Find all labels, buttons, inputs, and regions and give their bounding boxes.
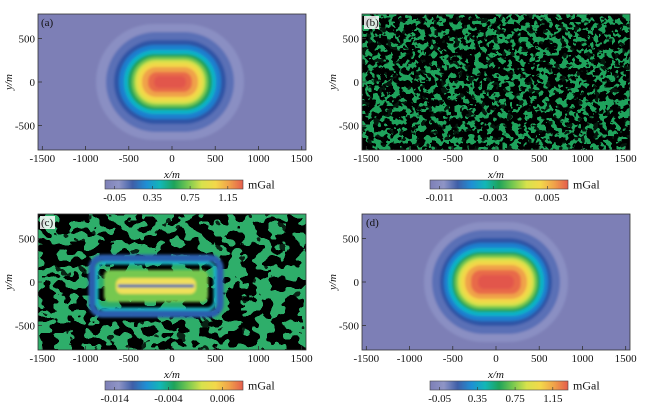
x-tick-label: -500 <box>119 153 140 165</box>
panel-d-colorbar: -0.05 0.35 0.75 1.15 mGal <box>428 379 600 406</box>
y-tick-label: 500 <box>19 33 36 45</box>
x-tick-label: -1500 <box>29 353 55 365</box>
panel-c-rect-outline <box>88 254 224 318</box>
panel-d-yticks: 500 0 -500 <box>339 233 366 333</box>
panel-b-colorbar: -0.011 -0.003 0.005 mGal <box>426 178 601 205</box>
colorbar-unit: mGal <box>248 178 275 192</box>
x-tick-label: 1500 <box>291 153 314 165</box>
colorbar-gradient <box>429 380 569 391</box>
x-tick-label: 1000 <box>247 353 270 365</box>
panel-a-ylabel: y/m <box>3 74 15 91</box>
y-tick-label: 0 <box>30 277 36 289</box>
panel-d: (d) -1500 -1000 -500 0 500 1000 1500 5000-500 … <box>327 213 637 406</box>
panel-a-yticks: 500 0 -500 <box>15 33 42 133</box>
colorbar-tick-label: 0.35 <box>143 192 163 204</box>
x-tick-label: 1500 <box>615 353 638 365</box>
x-tick-label: 500 <box>207 153 224 165</box>
x-tick-label: -1500 <box>29 153 55 165</box>
x-tick-label: 0 <box>169 153 175 165</box>
panel-a-xticks: -1500 -1000 -500 0 500 1000 1500 <box>29 146 313 165</box>
x-tick-label: -500 <box>443 153 464 165</box>
x-tick-label: 1500 <box>615 153 638 165</box>
y-tick-label: -500 <box>15 321 36 333</box>
colorbar-tick-label: -0.05 <box>103 192 126 204</box>
panel-b-ylabel: y/m <box>327 74 339 91</box>
y-tick-label: 500 <box>343 233 360 245</box>
panel-c-colorbar: -0.014 -0.004 0.006 mGal <box>100 379 275 406</box>
panel-d-heatmap <box>362 214 630 350</box>
x-tick-label: 1000 <box>571 153 594 165</box>
panel-a-label: (a) <box>41 17 54 29</box>
panel-a: (a) -1500 -1000 -500 0 500 1000 1500 5000-500 … <box>3 13 313 205</box>
x-tick-label: 1500 <box>291 353 314 365</box>
x-tick-label: -500 <box>443 353 464 365</box>
panel-a-heatmap <box>38 14 306 150</box>
x-tick-label: 0 <box>493 353 499 365</box>
x-tick-label: -1000 <box>397 353 423 365</box>
x-tick-label: -500 <box>119 353 140 365</box>
y-tick-label: 0 <box>354 277 360 289</box>
colorbar-unit: mGal <box>573 379 600 393</box>
colorbar-gradient <box>429 179 569 190</box>
x-tick-label: 500 <box>207 353 224 365</box>
y-tick-label: 500 <box>343 33 360 45</box>
colorbar-tick-label: 0.75 <box>180 192 200 204</box>
panel-b-xlabel: x/m <box>487 169 504 181</box>
y-tick-label: 500 <box>19 233 36 245</box>
panel-c-yticks: 500 0 -500 <box>15 233 42 333</box>
panel-d-label: (d) <box>366 217 379 229</box>
panel-b-heatmap <box>362 14 630 150</box>
panel-a-colorbar: -0.05 0.35 0.75 1.15 mGal <box>103 178 275 205</box>
x-tick-label: 500 <box>531 353 548 365</box>
x-tick-label: 500 <box>531 153 548 165</box>
panel-d-xlabel: x/m <box>487 369 504 381</box>
colorbar-unit: mGal <box>248 379 275 393</box>
y-tick-label: -500 <box>339 321 360 333</box>
panel-c-xlabel: x/m <box>163 369 180 381</box>
colorbar-tick-label: -0.014 <box>100 393 129 405</box>
colorbar-tick-label: -0.05 <box>428 393 451 405</box>
panel-c: (c) -1500 -1000 -500 0 500 1000 1500 5000-500 … <box>3 213 313 406</box>
colorbar-tick-label: -0.003 <box>479 192 508 204</box>
panel-d-xticks: -1500 -1000 -500 0 500 1000 1500 <box>353 346 637 365</box>
colorbar-tick-label: 0.75 <box>505 393 525 405</box>
x-tick-label: -1500 <box>353 353 379 365</box>
colorbar-gradient <box>104 179 244 190</box>
colorbar-tick-label: -0.004 <box>154 393 183 405</box>
colorbar-tick-label: 0.006 <box>210 393 235 405</box>
colorbar-tick-label: 1.15 <box>218 192 238 204</box>
x-tick-label: -1000 <box>73 153 99 165</box>
y-tick-label: 0 <box>30 77 36 89</box>
y-tick-label: -500 <box>15 121 36 133</box>
panel-b: (b) -1500 -1000 -500 0 500 1000 1500 5000-500 … <box>327 13 637 205</box>
panel-d-anomaly <box>424 222 568 342</box>
panel-b-label: (b) <box>366 17 379 29</box>
y-tick-label: 0 <box>354 77 360 89</box>
y-tick-label: -500 <box>339 121 360 133</box>
panel-a-xlabel: x/m <box>163 169 180 181</box>
panel-b-yticks: 500 0 -500 <box>339 33 366 133</box>
panel-d-ylabel: y/m <box>327 274 339 291</box>
colorbar-tick-label: 1.15 <box>543 393 563 405</box>
panel-c-label: (c) <box>41 217 54 229</box>
panel-b-xticks: -1500 -1000 -500 0 500 1000 1500 <box>353 146 637 165</box>
colorbar-tick-label: -0.011 <box>426 192 454 204</box>
panel-c-xticks: -1500 -1000 -500 0 500 1000 1500 <box>29 346 313 365</box>
x-tick-label: 0 <box>169 353 175 365</box>
x-tick-label: 1000 <box>571 353 594 365</box>
panel-c-heatmap <box>38 214 306 350</box>
x-tick-label: -1500 <box>353 153 379 165</box>
x-tick-label: -1000 <box>73 353 99 365</box>
colorbar-tick-label: 0.005 <box>535 192 560 204</box>
panel-a-anomaly <box>96 24 244 140</box>
colorbar-unit: mGal <box>573 178 600 192</box>
x-tick-label: 1000 <box>247 153 270 165</box>
panel-c-ylabel: y/m <box>3 274 15 291</box>
colorbar-tick-label: 0.35 <box>468 393 488 405</box>
x-tick-label: 0 <box>493 153 499 165</box>
x-tick-label: -1000 <box>397 153 423 165</box>
colorbar-gradient <box>104 380 244 391</box>
